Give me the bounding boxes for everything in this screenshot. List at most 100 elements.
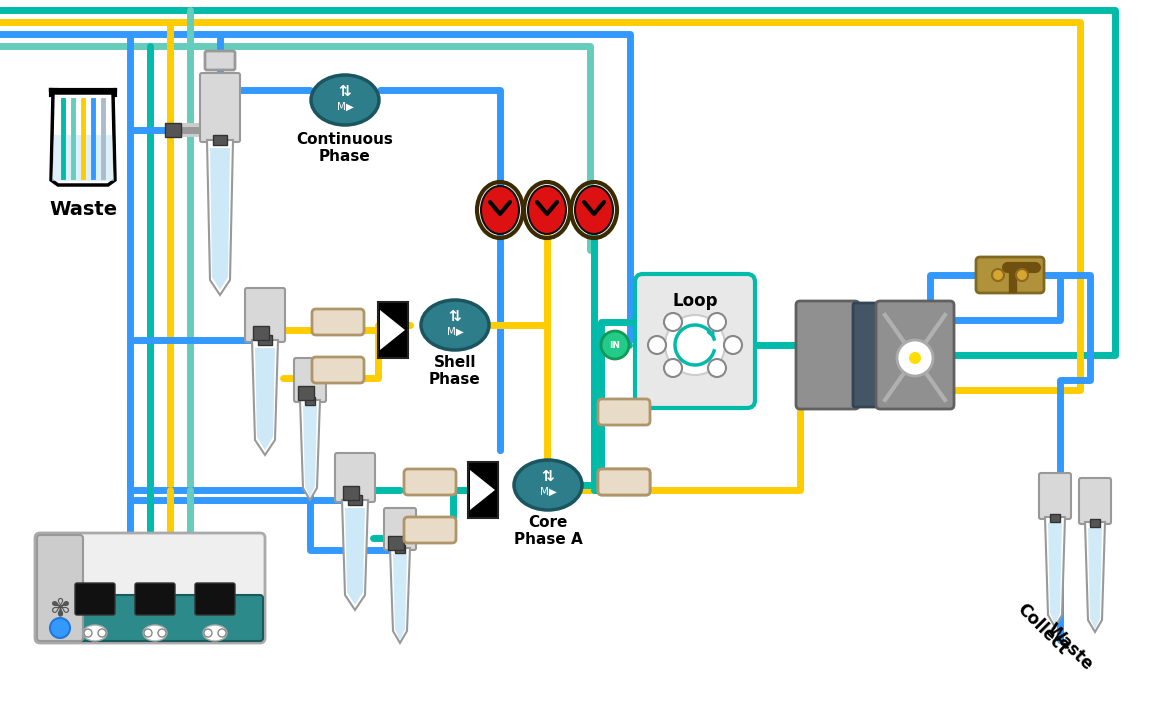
FancyBboxPatch shape	[335, 453, 375, 502]
FancyBboxPatch shape	[598, 399, 650, 425]
Ellipse shape	[143, 625, 166, 641]
FancyBboxPatch shape	[1090, 519, 1101, 527]
Polygon shape	[255, 348, 275, 450]
Polygon shape	[342, 500, 368, 610]
Text: Waste: Waste	[49, 200, 117, 219]
FancyBboxPatch shape	[294, 358, 326, 402]
Ellipse shape	[481, 186, 519, 234]
FancyBboxPatch shape	[598, 469, 650, 495]
Polygon shape	[470, 470, 495, 510]
Text: ⇅: ⇅	[541, 469, 554, 485]
Circle shape	[144, 629, 152, 637]
FancyBboxPatch shape	[35, 533, 265, 643]
FancyBboxPatch shape	[195, 583, 236, 615]
FancyBboxPatch shape	[348, 495, 362, 505]
Polygon shape	[393, 554, 407, 640]
FancyBboxPatch shape	[135, 583, 175, 615]
FancyBboxPatch shape	[853, 303, 883, 407]
Polygon shape	[390, 548, 410, 643]
FancyBboxPatch shape	[298, 386, 314, 400]
FancyBboxPatch shape	[598, 469, 650, 495]
FancyBboxPatch shape	[77, 595, 263, 641]
Text: Core
Phase A: Core Phase A	[513, 515, 582, 547]
FancyBboxPatch shape	[245, 288, 285, 342]
FancyBboxPatch shape	[312, 309, 364, 335]
Circle shape	[1016, 269, 1028, 281]
Circle shape	[708, 313, 725, 331]
FancyBboxPatch shape	[384, 508, 416, 550]
FancyBboxPatch shape	[75, 583, 115, 615]
Circle shape	[98, 629, 105, 637]
Text: ⇅: ⇅	[449, 310, 462, 325]
FancyBboxPatch shape	[976, 257, 1044, 293]
Circle shape	[84, 629, 91, 637]
Circle shape	[665, 315, 725, 375]
Polygon shape	[207, 140, 233, 295]
Polygon shape	[379, 302, 408, 358]
Ellipse shape	[575, 186, 613, 234]
Text: P1: P1	[89, 625, 101, 635]
Text: Collect: Collect	[1013, 600, 1071, 658]
FancyBboxPatch shape	[38, 535, 83, 641]
FancyBboxPatch shape	[200, 73, 240, 142]
Circle shape	[158, 629, 166, 637]
Polygon shape	[52, 135, 114, 181]
FancyBboxPatch shape	[404, 517, 456, 543]
Text: Shell
Phase: Shell Phase	[429, 355, 481, 387]
Circle shape	[601, 331, 629, 359]
FancyBboxPatch shape	[388, 536, 404, 550]
Ellipse shape	[515, 460, 582, 510]
FancyBboxPatch shape	[1079, 478, 1111, 524]
Polygon shape	[300, 400, 320, 500]
Circle shape	[648, 336, 666, 354]
FancyBboxPatch shape	[1040, 473, 1071, 519]
Polygon shape	[380, 310, 406, 350]
Ellipse shape	[421, 300, 489, 350]
FancyBboxPatch shape	[205, 51, 236, 70]
Polygon shape	[1048, 523, 1062, 624]
FancyBboxPatch shape	[875, 301, 954, 409]
Polygon shape	[345, 508, 364, 605]
Circle shape	[50, 618, 70, 638]
Polygon shape	[252, 340, 278, 455]
Circle shape	[724, 336, 742, 354]
FancyBboxPatch shape	[796, 301, 859, 409]
Text: ⇅: ⇅	[339, 84, 352, 99]
Text: Loop: Loop	[673, 292, 717, 310]
FancyBboxPatch shape	[395, 545, 406, 553]
Polygon shape	[52, 93, 115, 185]
FancyBboxPatch shape	[165, 123, 180, 137]
FancyBboxPatch shape	[305, 397, 315, 405]
Text: Continuous
Phase: Continuous Phase	[297, 132, 394, 164]
Text: M▶: M▶	[539, 487, 557, 497]
Polygon shape	[468, 462, 498, 518]
Ellipse shape	[83, 625, 107, 641]
FancyBboxPatch shape	[635, 274, 755, 408]
Polygon shape	[1088, 528, 1102, 629]
FancyBboxPatch shape	[253, 326, 270, 340]
Text: IN: IN	[609, 341, 620, 349]
Polygon shape	[1045, 517, 1065, 627]
Circle shape	[992, 269, 1004, 281]
Text: Waste: Waste	[1043, 620, 1097, 674]
Polygon shape	[210, 148, 230, 290]
Circle shape	[909, 352, 921, 364]
Text: M▶: M▶	[447, 327, 463, 337]
Circle shape	[897, 340, 933, 376]
Text: P3: P3	[209, 625, 222, 635]
FancyBboxPatch shape	[213, 135, 227, 145]
Polygon shape	[304, 406, 316, 497]
Text: M▶: M▶	[336, 102, 354, 112]
Ellipse shape	[529, 186, 566, 234]
FancyBboxPatch shape	[312, 357, 364, 383]
FancyBboxPatch shape	[343, 486, 359, 500]
Polygon shape	[1085, 522, 1105, 632]
Circle shape	[218, 629, 226, 637]
FancyBboxPatch shape	[1050, 514, 1059, 522]
FancyBboxPatch shape	[404, 469, 456, 495]
Circle shape	[665, 359, 682, 377]
Ellipse shape	[203, 625, 227, 641]
Text: P2: P2	[149, 625, 161, 635]
FancyBboxPatch shape	[258, 335, 272, 345]
Circle shape	[665, 313, 682, 331]
